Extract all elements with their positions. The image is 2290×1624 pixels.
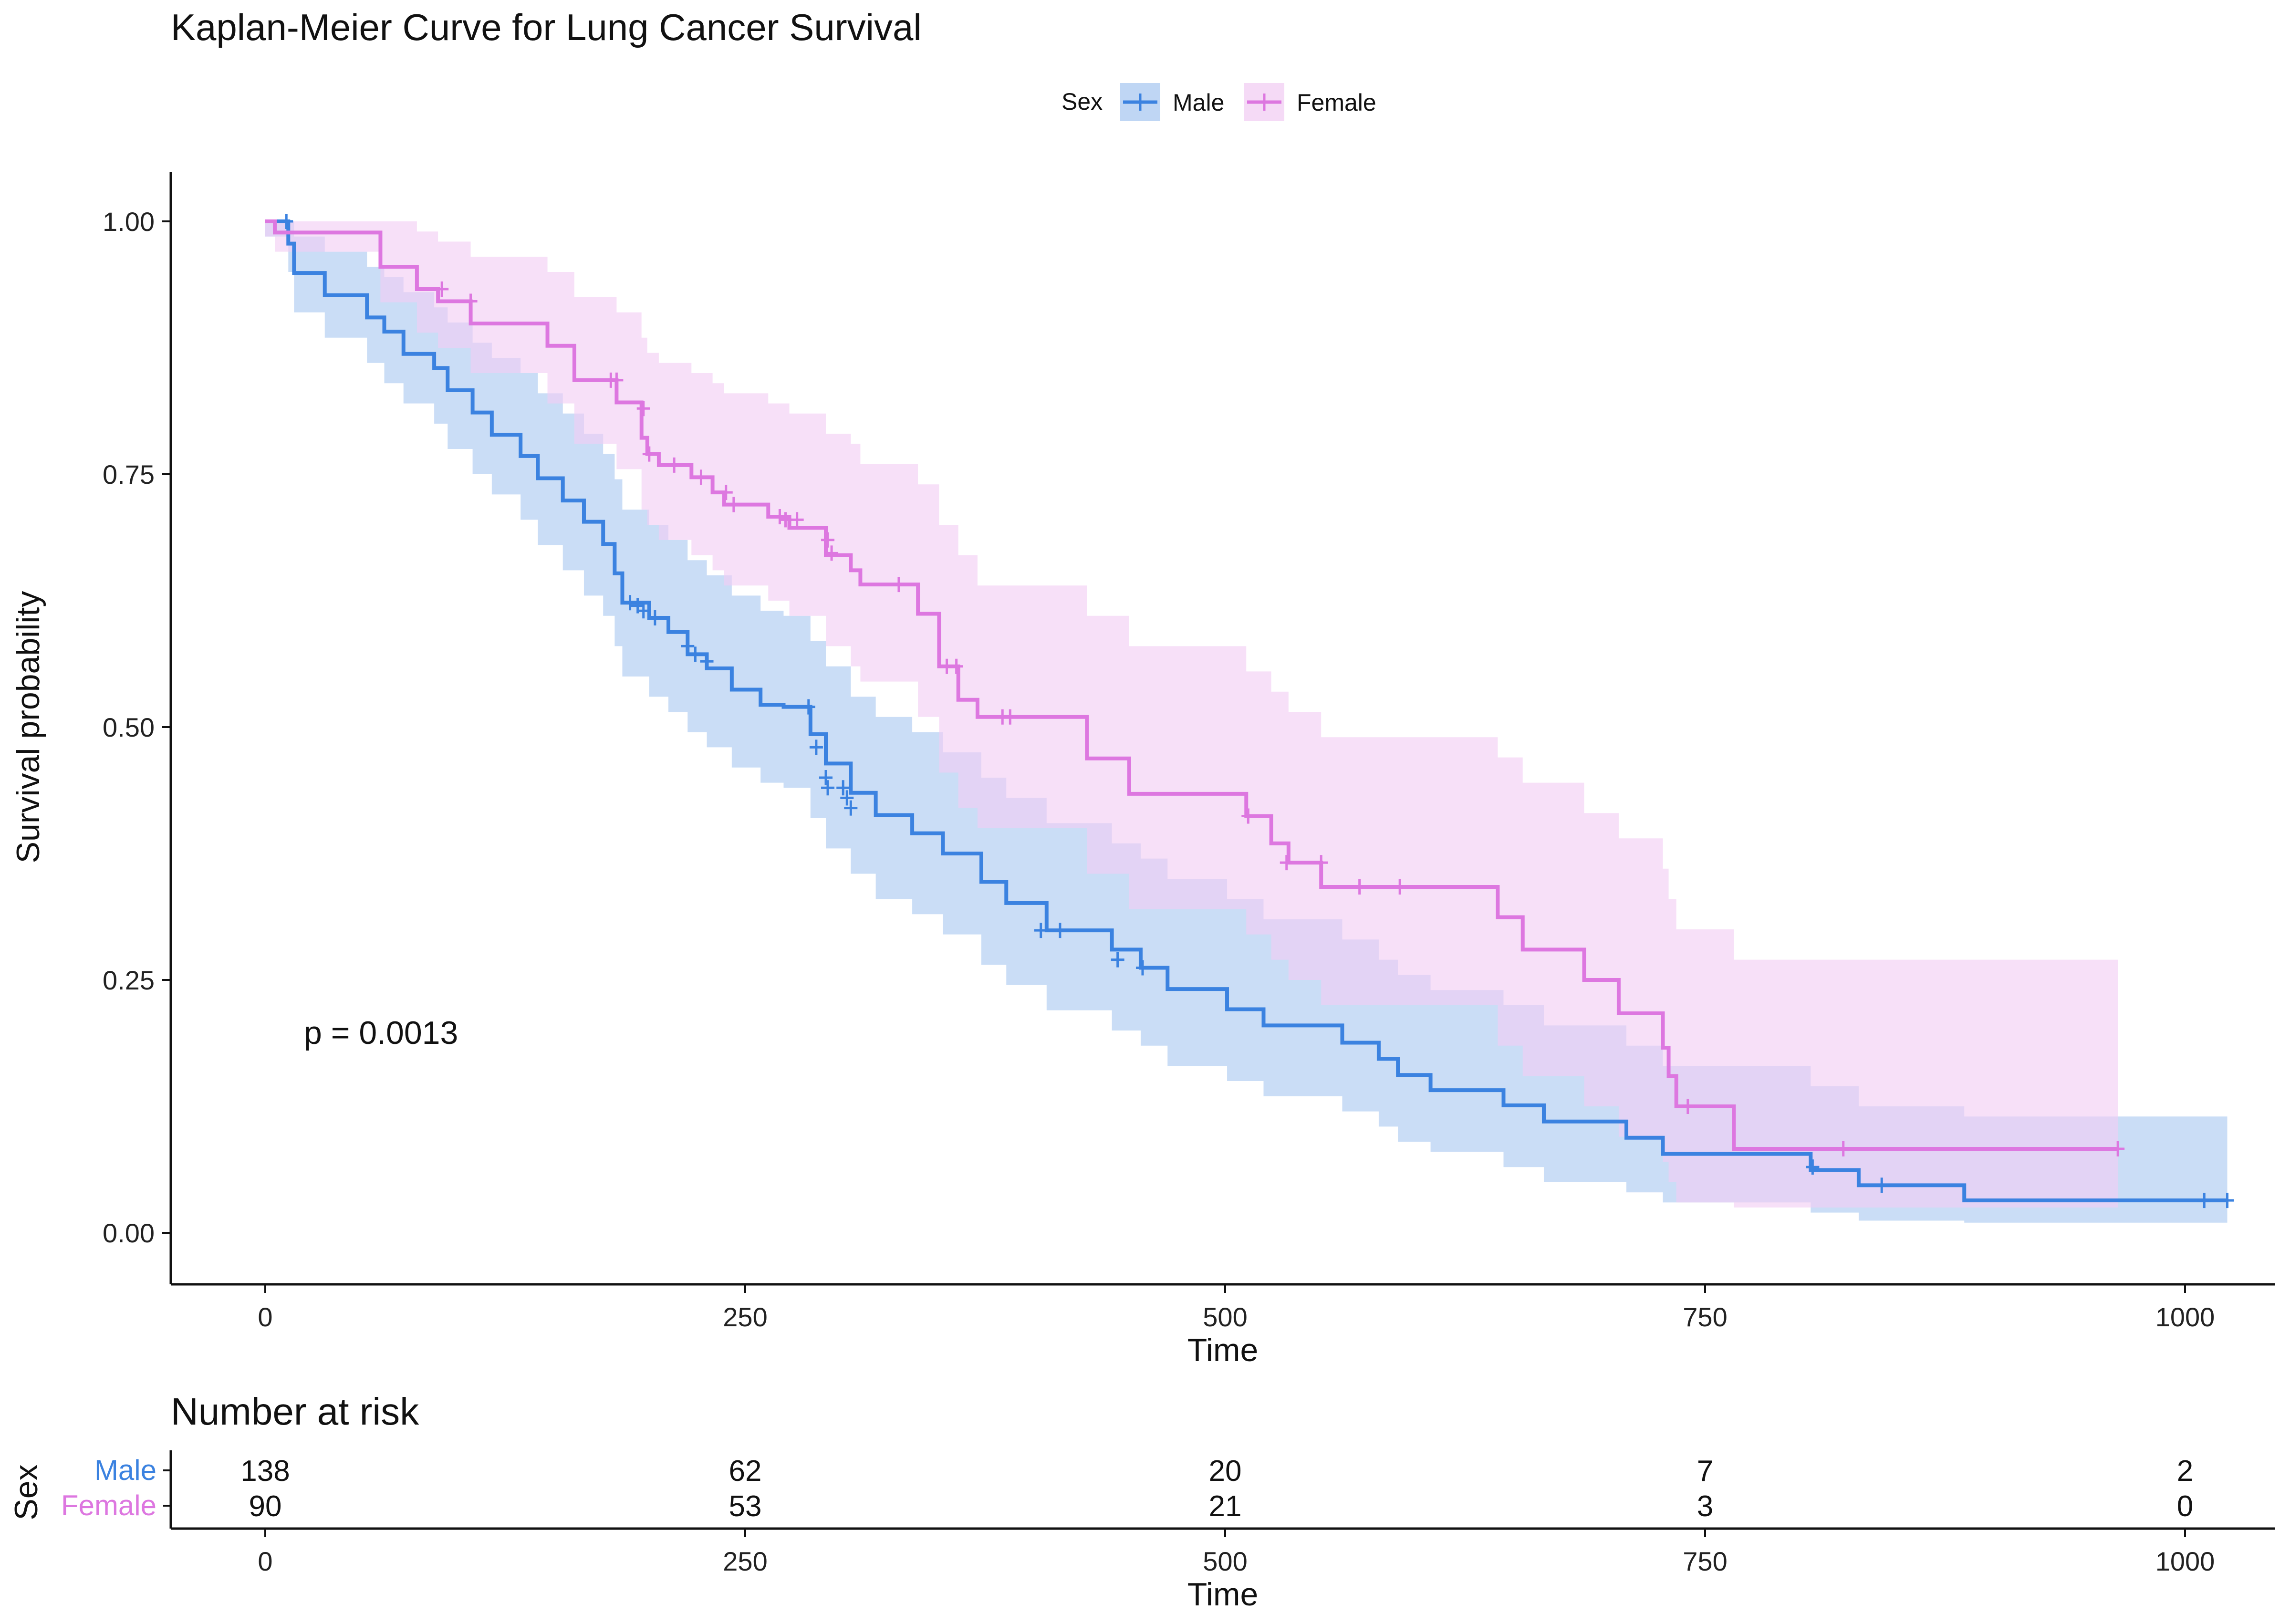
- female-survival-curve: [265, 219, 2118, 1151]
- risk-row-label-male: Male: [94, 1454, 156, 1486]
- female-censor-mark: [667, 457, 681, 473]
- male-censor-mark: [844, 800, 858, 816]
- y-tick-label: 0.00: [103, 1218, 155, 1248]
- x-axis-label: Time: [1187, 1332, 1259, 1368]
- female-censor-mark: [790, 512, 804, 528]
- female-censor-mark: [642, 446, 656, 462]
- risk-x-tick-label: 250: [723, 1546, 767, 1576]
- risk-count-female: 0: [2177, 1490, 2193, 1523]
- y-tick-label: 0.50: [103, 712, 155, 742]
- risk-row-label-female: Female: [61, 1489, 156, 1521]
- risk-x-tick-label: 1000: [2155, 1546, 2215, 1576]
- female-censor-mark: [821, 532, 835, 548]
- risk-count-male: 138: [240, 1455, 290, 1488]
- female-censor-mark: [1681, 1099, 1695, 1114]
- female-censor-mark: [779, 512, 792, 528]
- male-censor-mark: [688, 646, 702, 662]
- male-censor-mark: [1135, 960, 1149, 976]
- male-censor-mark: [636, 603, 650, 619]
- male-censor-mark: [700, 654, 714, 669]
- risk-count-male: 2: [2177, 1455, 2193, 1488]
- p-value-annotation: p = 0.0013: [304, 1015, 458, 1051]
- x-tick-label: 0: [258, 1302, 272, 1332]
- male-censor-mark: [681, 638, 695, 654]
- risk-table-y-label: Sex: [8, 1464, 44, 1520]
- male-censor-mark: [1806, 1159, 1820, 1175]
- female-confidence-band: [265, 221, 2118, 1208]
- risk-count-female: 21: [1209, 1490, 1242, 1523]
- female-censor-mark: [949, 658, 963, 674]
- female-censor-mark: [1314, 855, 1328, 871]
- female-censor-mark: [719, 485, 733, 500]
- risk-count-female: 90: [249, 1490, 282, 1523]
- female-censor-mark: [825, 545, 839, 561]
- legend-item-male: Male: [1120, 83, 1224, 121]
- legend-title: Sex: [1062, 88, 1103, 115]
- female-censor-mark: [1241, 808, 1255, 824]
- legend-item-female: Female: [1244, 83, 1376, 121]
- risk-count-male: 62: [729, 1455, 762, 1488]
- female-censor-mark: [610, 372, 624, 388]
- female-censor-mark: [1280, 855, 1293, 871]
- female-censor-mark: [694, 469, 708, 485]
- x-tick-label: 750: [1683, 1302, 1727, 1332]
- male-censor-mark: [1875, 1177, 1889, 1193]
- male-censor-mark: [809, 739, 823, 755]
- female-censor-mark: [1393, 879, 1407, 895]
- legend-label: Female: [1297, 89, 1376, 116]
- legend-label: Male: [1173, 89, 1224, 116]
- female-censor-mark: [2111, 1141, 2125, 1157]
- female-censor-mark: [1353, 879, 1366, 895]
- x-tick-label: 1000: [2155, 1302, 2215, 1332]
- male-censor-mark: [836, 780, 850, 796]
- risk-count-female: 3: [1697, 1490, 1713, 1523]
- male-censor-mark: [819, 770, 833, 785]
- y-axis-label: Survival probability: [10, 591, 46, 864]
- legend: Sex Male Female: [1062, 83, 1376, 121]
- female-censor-mark: [892, 577, 906, 593]
- risk-count-male: 7: [1697, 1455, 1713, 1488]
- male-censor-mark: [1111, 952, 1124, 968]
- male-censor-mark: [648, 610, 662, 626]
- female-censor-mark: [1836, 1141, 1850, 1157]
- risk-table-x-label: Time: [1187, 1576, 1259, 1613]
- male-censor-mark: [802, 699, 815, 715]
- y-tick-label: 1.00: [103, 207, 155, 237]
- survival-plot-panel: 0.00 0.25 0.50 0.75 1.00 0 250 500 750 1000 p = 0…: [103, 172, 2275, 1332]
- chart-title: Kaplan-Meier Curve for Lung Cancer Survi…: [171, 6, 922, 48]
- male-survival-curve: [265, 219, 2228, 1203]
- risk-count-male: 20: [1209, 1455, 1242, 1488]
- y-tick-label: 0.25: [103, 965, 155, 995]
- male-censor-mark: [840, 790, 854, 806]
- female-censor-mark: [435, 281, 449, 297]
- risk-table: Number at risk Sex Male 138 62 20 7 2 Female 90…: [8, 1390, 2275, 1613]
- risk-x-tick-label: 0: [258, 1546, 272, 1576]
- risk-table-title: Number at risk: [171, 1390, 419, 1433]
- male-censor-mark: [2197, 1193, 2211, 1208]
- female-censor-mark: [1003, 709, 1017, 725]
- male-censor-mark: [623, 595, 637, 611]
- male-censor-mark: [821, 780, 835, 796]
- male-censor-mark: [280, 214, 293, 229]
- female-censor-mark: [464, 293, 478, 309]
- female-censor-mark: [773, 509, 787, 525]
- female-censor-mark: [727, 497, 740, 512]
- x-tick-label: 250: [723, 1302, 767, 1332]
- male-censor-mark: [1053, 923, 1067, 938]
- risk-x-tick-label: 750: [1683, 1546, 1727, 1576]
- female-censor-mark: [636, 401, 650, 416]
- male-censor-mark: [2220, 1193, 2234, 1208]
- x-tick-label: 500: [1203, 1302, 1247, 1332]
- y-tick-label: 0.75: [103, 459, 155, 489]
- male-censor-mark: [1034, 923, 1048, 938]
- risk-x-tick-label: 500: [1203, 1546, 1247, 1576]
- risk-count-female: 53: [729, 1490, 762, 1523]
